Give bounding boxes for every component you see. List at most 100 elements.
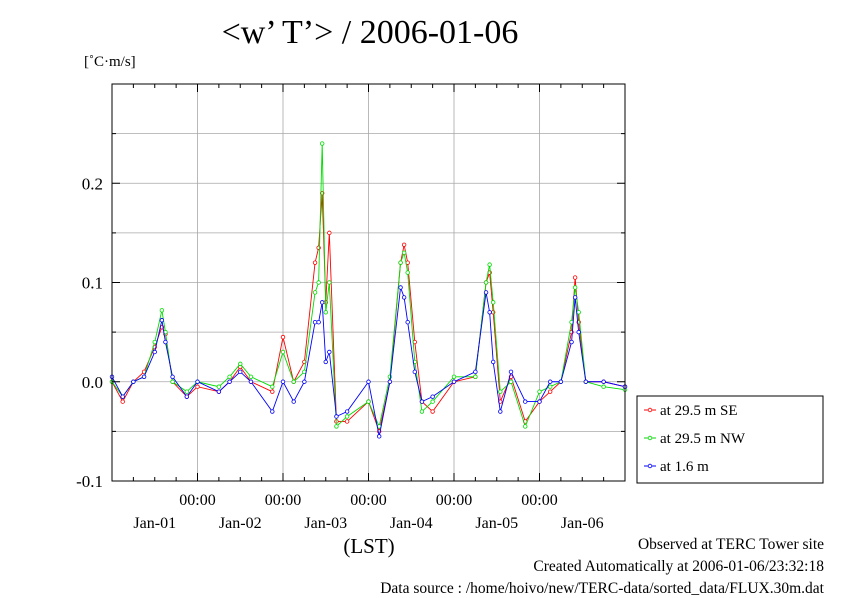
data-point bbox=[558, 379, 564, 384]
data-point bbox=[430, 409, 435, 414]
data-point bbox=[184, 394, 190, 399]
data-point bbox=[572, 275, 578, 280]
series-layer bbox=[109, 141, 628, 439]
data-point bbox=[312, 320, 318, 325]
data-point bbox=[270, 409, 275, 414]
data-point bbox=[344, 414, 350, 419]
legend-marker bbox=[647, 407, 653, 413]
x-date-label: Jan-03 bbox=[304, 515, 347, 532]
data-point bbox=[576, 329, 581, 335]
data-point bbox=[401, 242, 407, 247]
data-point bbox=[334, 424, 339, 429]
data-point bbox=[170, 374, 175, 379]
data-point bbox=[227, 374, 232, 379]
data-point bbox=[280, 349, 286, 355]
data-point bbox=[312, 260, 318, 265]
data-point bbox=[387, 379, 393, 384]
data-point bbox=[419, 399, 425, 404]
data-point bbox=[405, 270, 410, 275]
data-point bbox=[547, 384, 553, 389]
data-point bbox=[159, 318, 165, 323]
data-point bbox=[216, 389, 222, 394]
data-point bbox=[572, 295, 578, 300]
data-point bbox=[238, 361, 243, 367]
x-time-label: 00:00 bbox=[436, 492, 472, 509]
x-axis-label: (LST) bbox=[343, 534, 394, 558]
series-3 bbox=[109, 285, 628, 439]
data-point bbox=[576, 310, 581, 315]
data-point bbox=[398, 260, 403, 265]
x-date-label: Jan-04 bbox=[390, 515, 433, 532]
data-point bbox=[451, 379, 457, 384]
y-tick-label: 0.1 bbox=[82, 274, 103, 293]
data-point bbox=[523, 399, 528, 404]
data-point bbox=[327, 349, 332, 355]
data-point bbox=[316, 280, 321, 285]
data-point bbox=[412, 369, 418, 375]
x-date-label: Jan-01 bbox=[133, 515, 176, 532]
data-point bbox=[184, 389, 190, 394]
data-point bbox=[547, 389, 553, 394]
x-date-label: Jan-05 bbox=[475, 515, 518, 532]
x-time-label: 00:00 bbox=[521, 492, 557, 509]
data-point bbox=[583, 379, 589, 384]
data-point bbox=[323, 359, 328, 365]
footer-source: Data source : /home/hoivo/new/TERC-data/… bbox=[380, 580, 824, 597]
data-point bbox=[376, 434, 382, 439]
data-point bbox=[401, 250, 407, 255]
data-point bbox=[323, 310, 328, 315]
data-point bbox=[334, 414, 339, 419]
legend-label: at 1.6 m bbox=[660, 459, 709, 475]
data-point bbox=[344, 409, 350, 414]
data-point bbox=[248, 379, 254, 384]
data-point bbox=[319, 300, 325, 305]
data-point bbox=[327, 230, 332, 236]
y-tick-label: 0.0 bbox=[82, 373, 103, 392]
data-point bbox=[537, 399, 542, 404]
data-point bbox=[291, 399, 296, 404]
data-point bbox=[195, 379, 200, 384]
data-point bbox=[487, 262, 492, 267]
y-axis: -0.1 0.0 0.1 0.2 bbox=[76, 83, 625, 491]
data-point bbox=[405, 320, 410, 325]
data-point bbox=[316, 320, 321, 325]
data-point bbox=[327, 280, 332, 285]
legend-marker bbox=[647, 463, 653, 469]
data-point bbox=[483, 290, 489, 295]
x-date-label: Jan-06 bbox=[561, 515, 604, 532]
data-point bbox=[473, 369, 478, 375]
chart-title: <w’ T’> / 2006-01-06 bbox=[221, 14, 519, 51]
data-point bbox=[195, 384, 200, 389]
data-point bbox=[498, 389, 503, 394]
legend: at 29.5 m SE at 29.5 m NW at 1.6 m bbox=[636, 395, 824, 484]
data-point bbox=[419, 409, 425, 414]
data-point bbox=[280, 379, 286, 384]
x-date-label: Jan-02 bbox=[219, 515, 262, 532]
data-point bbox=[401, 295, 407, 300]
data-point bbox=[572, 285, 578, 290]
data-point bbox=[216, 384, 222, 389]
data-point bbox=[270, 389, 275, 394]
data-point bbox=[523, 424, 528, 429]
x-time-label: 00:00 bbox=[265, 492, 301, 509]
legend-box bbox=[636, 395, 824, 484]
data-point bbox=[159, 308, 165, 313]
data-point bbox=[270, 384, 275, 389]
data-point bbox=[430, 399, 435, 404]
data-point bbox=[490, 359, 496, 365]
data-point bbox=[344, 419, 350, 424]
data-point bbox=[601, 379, 606, 384]
data-point bbox=[430, 394, 435, 399]
y-tick-label: -0.1 bbox=[76, 472, 103, 491]
data-point bbox=[312, 290, 318, 295]
data-point bbox=[601, 384, 606, 389]
grid bbox=[112, 84, 625, 481]
x-time-label: 00:00 bbox=[179, 492, 215, 509]
legend-marker bbox=[647, 435, 653, 441]
legend-label: at 29.5 m SE bbox=[660, 403, 738, 419]
data-point bbox=[319, 141, 325, 146]
data-point bbox=[131, 379, 136, 384]
data-point bbox=[163, 339, 168, 345]
